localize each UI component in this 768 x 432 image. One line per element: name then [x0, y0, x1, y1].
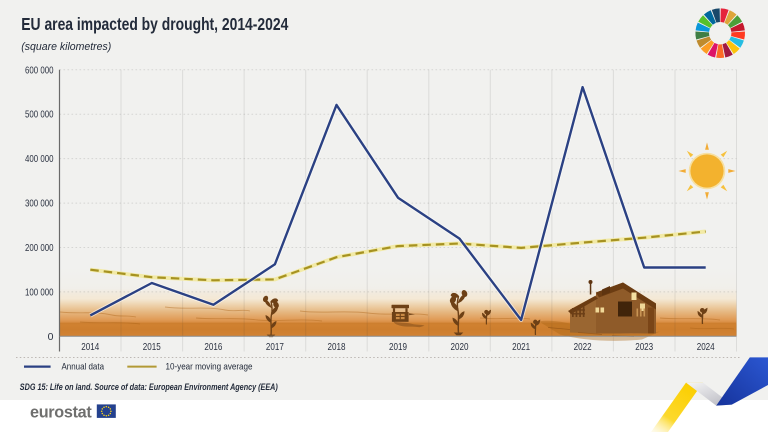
svg-text:2018: 2018: [328, 342, 346, 353]
svg-text:SDG 15: Life on land. Source o: SDG 15: Life on land. Source of data: Eu…: [20, 381, 278, 392]
svg-text:2024: 2024: [697, 342, 715, 353]
svg-text:2020: 2020: [451, 342, 469, 353]
svg-text:400 000: 400 000: [25, 153, 54, 165]
svg-text:2021: 2021: [512, 342, 530, 353]
svg-text:10-year moving average: 10-year moving average: [166, 361, 253, 372]
svg-text:600 000: 600 000: [25, 64, 54, 76]
svg-text:200 000: 200 000: [25, 242, 54, 254]
svg-text:2022: 2022: [574, 342, 592, 353]
svg-text:(square kilometres): (square kilometres): [21, 41, 111, 53]
svg-text:2023: 2023: [635, 342, 653, 353]
svg-text:EU area impacted by drought, 2: EU area impacted by drought, 2014-2024: [21, 14, 288, 34]
svg-text:2016: 2016: [204, 342, 222, 353]
svg-text:Annual data: Annual data: [62, 361, 105, 372]
svg-text:300 000: 300 000: [25, 198, 54, 210]
svg-text:2014: 2014: [81, 342, 99, 353]
svg-text:2015: 2015: [143, 342, 161, 353]
svg-text:500 000: 500 000: [25, 109, 54, 121]
svg-text:0: 0: [48, 331, 54, 343]
svg-text:eurostat: eurostat: [30, 404, 92, 422]
svg-text:2019: 2019: [389, 342, 407, 353]
svg-text:100 000: 100 000: [25, 286, 54, 298]
svg-text:2017: 2017: [266, 342, 284, 353]
